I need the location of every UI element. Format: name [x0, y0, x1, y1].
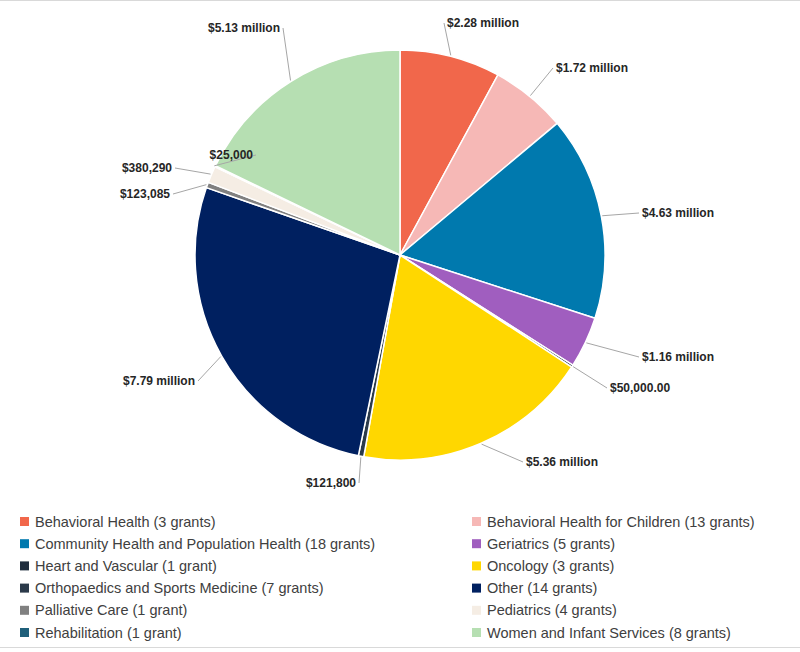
legend: Behavioral Health (3 grants) Behavioral H…: [20, 514, 755, 641]
leader-line: [482, 444, 523, 462]
data-labels: $2.28 million $1.72 million $4.63 million $…: [120, 16, 714, 490]
legend-label: Orthopaedics and Sports Medicine (7 gran…: [35, 580, 324, 596]
data-label: $25,000: [210, 148, 254, 162]
data-label: $4.63 million: [642, 206, 714, 220]
legend-item: Oncology (3 grants): [472, 558, 614, 574]
data-label: $1.72 million: [556, 61, 628, 75]
legend-swatch: [20, 517, 29, 526]
data-label: $5.36 million: [526, 455, 598, 469]
legend-item: Community Health and Population Health (…: [20, 536, 375, 552]
data-label: $2.28 million: [447, 16, 519, 30]
legend-label: Women and Infant Services (8 grants): [487, 625, 731, 641]
legend-item: Geriatrics (5 grants): [472, 536, 615, 552]
legend-label: Geriatrics (5 grants): [487, 536, 615, 552]
legend-label: Behavioral Health (3 grants): [35, 514, 216, 530]
legend-swatch: [472, 584, 481, 593]
leader-line: [530, 68, 553, 96]
legend-label: Palliative Care (1 grant): [35, 602, 187, 618]
legend-item: Behavioral Health (3 grants): [20, 514, 216, 530]
leader-line: [283, 28, 291, 80]
data-label: $5.13 million: [208, 21, 280, 35]
legend-label: Pediatrics (4 grants): [487, 602, 617, 618]
legend-swatch: [20, 539, 29, 548]
top-rule: [0, 0, 800, 1]
legend-item: Other (14 grants): [472, 580, 597, 596]
legend-swatch: [472, 561, 481, 570]
legend-label: Community Health and Population Health (…: [35, 536, 375, 552]
chart: $2.28 million $1.72 million $4.63 million $…: [0, 0, 800, 652]
leader-line: [573, 367, 607, 388]
legend-item: Rehabilitation (1 grant): [20, 625, 182, 641]
pie: [195, 50, 605, 460]
legend-swatch: [472, 517, 481, 526]
leader-line: [586, 343, 639, 357]
data-label: $50,000.00: [610, 381, 670, 395]
legend-swatch: [20, 561, 29, 570]
data-label: $1.16 million: [642, 350, 714, 364]
legend-label: Oncology (3 grants): [487, 558, 614, 574]
legend-item: Women and Infant Services (8 grants): [472, 625, 731, 641]
legend-swatch: [20, 584, 29, 593]
legend-item: Palliative Care (1 grant): [20, 602, 187, 618]
legend-label: Other (14 grants): [487, 580, 597, 596]
leader-line: [175, 168, 211, 174]
data-label: $123,085: [120, 187, 170, 201]
legend-label: Behavioral Health for Children (13 grant…: [487, 514, 755, 530]
legend-item: Behavioral Health for Children (13 grant…: [472, 514, 755, 530]
legend-item: Orthopaedics and Sports Medicine (7 gran…: [20, 580, 324, 596]
legend-label: Heart and Vascular (1 grant): [35, 558, 217, 574]
legend-item: Pediatrics (4 grants): [472, 602, 617, 618]
legend-swatch: [20, 606, 29, 615]
bottom-rule: [0, 647, 800, 648]
data-label: $380,290: [122, 161, 172, 175]
data-label: $121,800: [306, 476, 356, 490]
legend-item: Heart and Vascular (1 grant): [20, 558, 217, 574]
leader-line: [602, 213, 639, 216]
legend-swatch: [472, 539, 481, 548]
legend-swatch: [472, 606, 481, 615]
leader-line: [173, 185, 206, 194]
legend-swatch: [472, 628, 481, 637]
leader-line: [359, 457, 361, 483]
data-label: $7.79 million: [123, 374, 195, 388]
legend-swatch: [20, 628, 29, 637]
legend-label: Rehabilitation (1 grant): [35, 625, 182, 641]
leader-line: [198, 357, 221, 381]
